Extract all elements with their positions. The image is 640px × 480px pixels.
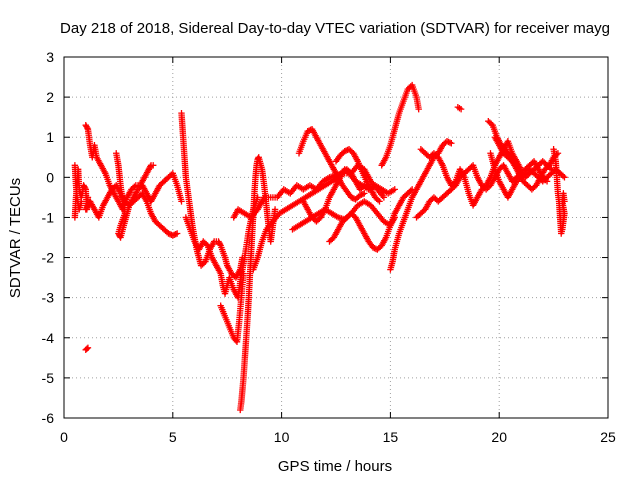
data-point bbox=[216, 240, 224, 248]
data-point bbox=[150, 162, 157, 169]
data-point bbox=[200, 259, 208, 267]
x-axis-label: GPS time / hours bbox=[278, 458, 392, 475]
x-tick-label: 15 bbox=[383, 429, 399, 445]
y-tick-label: -5 bbox=[42, 370, 55, 386]
data-point bbox=[376, 198, 383, 205]
y-tick-label: -3 bbox=[42, 290, 55, 306]
data-point bbox=[488, 120, 495, 128]
y-tick-label: 2 bbox=[46, 89, 54, 105]
data-point bbox=[359, 190, 367, 198]
y-tick-label: 0 bbox=[46, 169, 54, 185]
axis-ticks: 0 5 10 15 20 25 -6 -5 -4 -3 -2 -1 0 1 2 3 bbox=[42, 49, 616, 445]
data-point bbox=[166, 230, 174, 238]
data-point bbox=[350, 195, 358, 202]
data-point bbox=[359, 183, 367, 190]
data-point bbox=[561, 174, 568, 181]
y-tick-label: 3 bbox=[46, 49, 54, 65]
data-point bbox=[172, 230, 179, 238]
data-point bbox=[457, 105, 465, 113]
data-point bbox=[561, 198, 568, 205]
data-markers bbox=[71, 81, 568, 414]
data-point bbox=[380, 194, 388, 201]
data-point bbox=[173, 230, 181, 237]
y-tick-label: -4 bbox=[42, 330, 55, 346]
data-point bbox=[445, 138, 452, 146]
x-tick-label: 0 bbox=[60, 429, 68, 445]
data-point bbox=[83, 345, 91, 353]
y-tick-label: -2 bbox=[42, 250, 55, 266]
x-tick-label: 10 bbox=[274, 429, 290, 445]
x-tick-label: 5 bbox=[169, 429, 177, 445]
data-point bbox=[356, 192, 364, 199]
data-point bbox=[147, 163, 154, 170]
y-tick-label: -1 bbox=[42, 209, 55, 225]
x-tick-label: 25 bbox=[600, 429, 616, 445]
data-point bbox=[372, 245, 380, 253]
data-point bbox=[171, 231, 178, 239]
data-point bbox=[131, 183, 138, 190]
data-point bbox=[374, 196, 382, 204]
data-point bbox=[84, 124, 91, 132]
data-point bbox=[415, 105, 422, 113]
y-tick-label: -6 bbox=[42, 410, 55, 426]
data-point bbox=[165, 230, 172, 237]
y-tick-label: 1 bbox=[46, 129, 54, 145]
data-point bbox=[84, 344, 92, 352]
x-tick-label: 20 bbox=[491, 429, 507, 445]
plot-frame bbox=[63, 56, 609, 419]
data-point bbox=[81, 184, 89, 192]
data-point bbox=[348, 194, 355, 201]
data-point bbox=[84, 194, 92, 201]
data-point bbox=[448, 140, 455, 147]
data-point bbox=[358, 191, 365, 198]
chart-title: Day 218 of 2018, Sidereal Day-to-day VTE… bbox=[60, 20, 610, 37]
data-point bbox=[546, 164, 554, 172]
data-point bbox=[446, 139, 454, 146]
data-point bbox=[443, 138, 451, 145]
data-point bbox=[240, 270, 247, 277]
data-point bbox=[178, 198, 185, 205]
data-point bbox=[78, 198, 85, 205]
data-point bbox=[341, 148, 348, 155]
y-axis-label: SDTVAR / TECUs bbox=[7, 178, 24, 298]
data-point bbox=[271, 206, 279, 213]
data-point bbox=[361, 190, 368, 197]
data-point bbox=[169, 232, 176, 239]
data-point bbox=[202, 240, 210, 248]
data-point bbox=[369, 244, 377, 251]
data-point bbox=[344, 146, 351, 154]
data-point bbox=[391, 186, 398, 193]
data-point bbox=[559, 172, 567, 180]
